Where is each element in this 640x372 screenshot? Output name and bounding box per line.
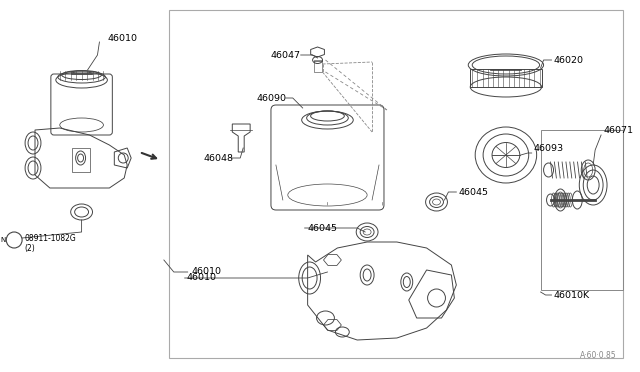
Text: A·60·0.85: A·60·0.85 [580,351,617,360]
Bar [470,69,541,87]
Bar [314,60,321,72]
Text: 46045: 46045 [458,187,488,196]
Text: 46010: 46010 [191,267,221,276]
Text: 46010K: 46010K [554,291,589,299]
Text: (2): (2) [24,244,35,253]
Text: 46071: 46071 [603,125,633,135]
Text: 46093: 46093 [534,144,564,153]
Text: N: N [1,237,6,243]
Bar [541,130,623,290]
Text: 46010: 46010 [108,33,138,42]
Text: 46010: 46010 [187,273,217,282]
Text: 46045: 46045 [308,224,338,232]
Bar [169,10,623,358]
Text: 46048: 46048 [204,154,234,163]
Bar [72,148,90,172]
Text: 46047: 46047 [271,51,301,60]
Text: 46090: 46090 [256,93,286,103]
Text: 46020: 46020 [554,55,584,64]
Text: 08911-1082G: 08911-1082G [24,234,76,243]
